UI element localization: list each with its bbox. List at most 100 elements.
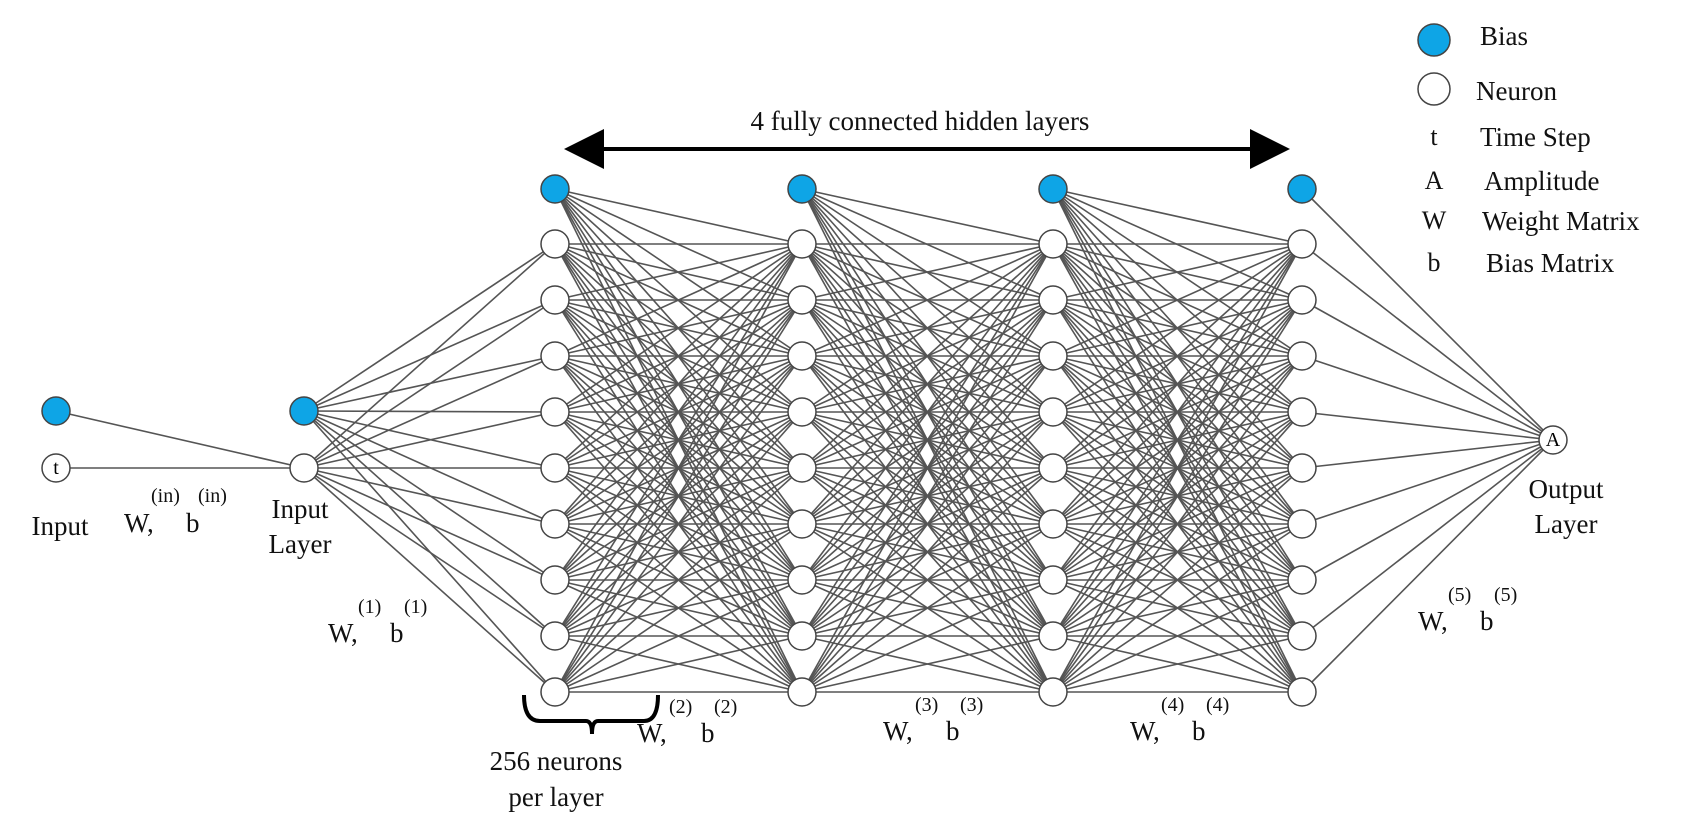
hidden-layer-1-neuron-2 bbox=[540, 285, 570, 315]
connection-edge bbox=[303, 467, 556, 693]
bias-b-superscript: (3) bbox=[960, 694, 984, 716]
network-nodes bbox=[41, 174, 1568, 707]
bias-b: b bbox=[1192, 716, 1206, 746]
hidden-layer-3-neuron-2 bbox=[1038, 285, 1068, 315]
connection-edge bbox=[1052, 523, 1303, 693]
connection-edge bbox=[1052, 411, 1303, 693]
hidden-layer-3-neuron-4 bbox=[1038, 397, 1068, 427]
connection-edge bbox=[801, 188, 1054, 301]
hidden-layer-1-neuron-5 bbox=[540, 453, 570, 483]
weight-w: W, bbox=[328, 618, 358, 648]
hidden-layer-2-neuron-2 bbox=[787, 285, 817, 315]
neurons-per-layer-label: 256 neurons per layer bbox=[489, 746, 623, 813]
connection-edge bbox=[1052, 467, 1303, 693]
connection-edge bbox=[554, 411, 803, 693]
output-node bbox=[1538, 425, 1568, 455]
connection-edge bbox=[303, 299, 556, 412]
hidden-layer-4-neuron-5 bbox=[1287, 453, 1317, 483]
connection-edge bbox=[554, 635, 803, 693]
legend-label-neuron: Neuron bbox=[1476, 76, 1557, 106]
hidden-layer-2-neuron-6 bbox=[787, 509, 817, 539]
neurons-per-layer-bracket bbox=[522, 694, 660, 735]
connection-edge bbox=[1052, 188, 1303, 301]
hidden-layer-1-neuron-4 bbox=[540, 397, 570, 427]
connection-edge bbox=[1052, 188, 1303, 637]
connection-edge bbox=[801, 299, 1054, 693]
connection-edge bbox=[554, 299, 803, 693]
hidden-layer-2-neuron-4 bbox=[787, 397, 817, 427]
hidden-layer-4-neuron-8 bbox=[1287, 621, 1317, 651]
input-bias-node bbox=[41, 396, 71, 426]
hidden-layer-3-neuron-5 bbox=[1038, 453, 1068, 483]
hidden-layer-4-neuron-9 bbox=[1287, 677, 1317, 707]
connection-edge bbox=[303, 410, 556, 637]
legend-label-time-step: Time Step bbox=[1480, 122, 1591, 152]
connection-edge bbox=[554, 188, 803, 413]
input-layer-label: Input Layer bbox=[268, 494, 332, 560]
input-node-label: t bbox=[53, 457, 59, 479]
connection-edge bbox=[1301, 439, 1554, 637]
hidden-layer-2-neuron-8 bbox=[787, 621, 817, 651]
hidden-layer-2-neuron-5 bbox=[787, 453, 817, 483]
input-layer-bias-node bbox=[289, 396, 319, 426]
connection-edge bbox=[303, 410, 556, 413]
connection-edge bbox=[1301, 299, 1554, 441]
connection-edge bbox=[801, 467, 1054, 693]
connection-edge bbox=[1301, 411, 1554, 441]
hidden-layer-2-neuron-9 bbox=[787, 677, 817, 707]
connection-edge bbox=[1052, 188, 1303, 357]
connection-edge bbox=[303, 243, 556, 412]
connection-edge bbox=[801, 188, 1054, 413]
connection-edges bbox=[55, 188, 1554, 693]
connection-edge bbox=[801, 579, 1054, 693]
legend-label-bias: Bias bbox=[1480, 21, 1529, 51]
connection-edge bbox=[1301, 439, 1554, 693]
bias-b: b bbox=[701, 718, 715, 748]
connection-edge bbox=[801, 188, 1054, 693]
hidden-layer-1-neuron-7 bbox=[540, 565, 570, 595]
connection-edge bbox=[303, 410, 556, 525]
hidden-layer-1-bias-node bbox=[540, 174, 570, 204]
hidden-layer-2-neuron-1 bbox=[787, 229, 817, 259]
connection-edge bbox=[1301, 439, 1554, 581]
hidden-layer-2-bias-node bbox=[787, 174, 817, 204]
hidden-layer-1-neuron-1 bbox=[540, 229, 570, 259]
legend-neuron-icon bbox=[1417, 72, 1451, 106]
weight-w: W, bbox=[124, 508, 154, 538]
hidden-layer-4-bias-node bbox=[1287, 174, 1317, 204]
connection-edge bbox=[1301, 355, 1554, 441]
bias-b: b bbox=[946, 716, 960, 746]
connection-edge bbox=[554, 579, 803, 693]
weight-w-superscript: (in) bbox=[151, 485, 180, 507]
hidden-layer-3-neuron-9 bbox=[1038, 677, 1068, 707]
connection-edge bbox=[1052, 188, 1303, 525]
bias-b-superscript: (4) bbox=[1206, 694, 1230, 716]
connection-edge bbox=[55, 410, 305, 469]
bias-b-superscript: (2) bbox=[714, 696, 738, 718]
connection-edge bbox=[1052, 299, 1303, 693]
connection-edge bbox=[801, 411, 1054, 693]
hidden-layer-2-neuron-7 bbox=[787, 565, 817, 595]
legend-key-w: W bbox=[1421, 206, 1447, 235]
legend-key-t: t bbox=[1430, 122, 1438, 151]
hidden-layer-4-neuron-2 bbox=[1287, 285, 1317, 315]
connection-edge bbox=[801, 188, 1054, 637]
hidden-layer-3-bias-node bbox=[1038, 174, 1068, 204]
weight-w-superscript: (4) bbox=[1161, 694, 1185, 716]
connection-edge bbox=[554, 243, 803, 693]
connection-edge bbox=[1052, 188, 1303, 693]
connection-edge bbox=[801, 188, 1054, 357]
connection-edge bbox=[303, 410, 556, 693]
connection-edge bbox=[554, 188, 803, 525]
hidden-layer-1-neuron-9 bbox=[540, 677, 570, 707]
connection-edge bbox=[554, 188, 803, 693]
connection-edge bbox=[801, 188, 1054, 525]
hidden-layer-3-neuron-7 bbox=[1038, 565, 1068, 595]
bias-b-superscript: (5) bbox=[1494, 584, 1518, 606]
legend-label-amplitude: Amplitude bbox=[1484, 166, 1600, 196]
connection-edge bbox=[554, 188, 803, 357]
hidden-layer-3-neuron-8 bbox=[1038, 621, 1068, 651]
connection-edge bbox=[554, 467, 803, 693]
legend-key-b: b bbox=[1427, 248, 1441, 277]
